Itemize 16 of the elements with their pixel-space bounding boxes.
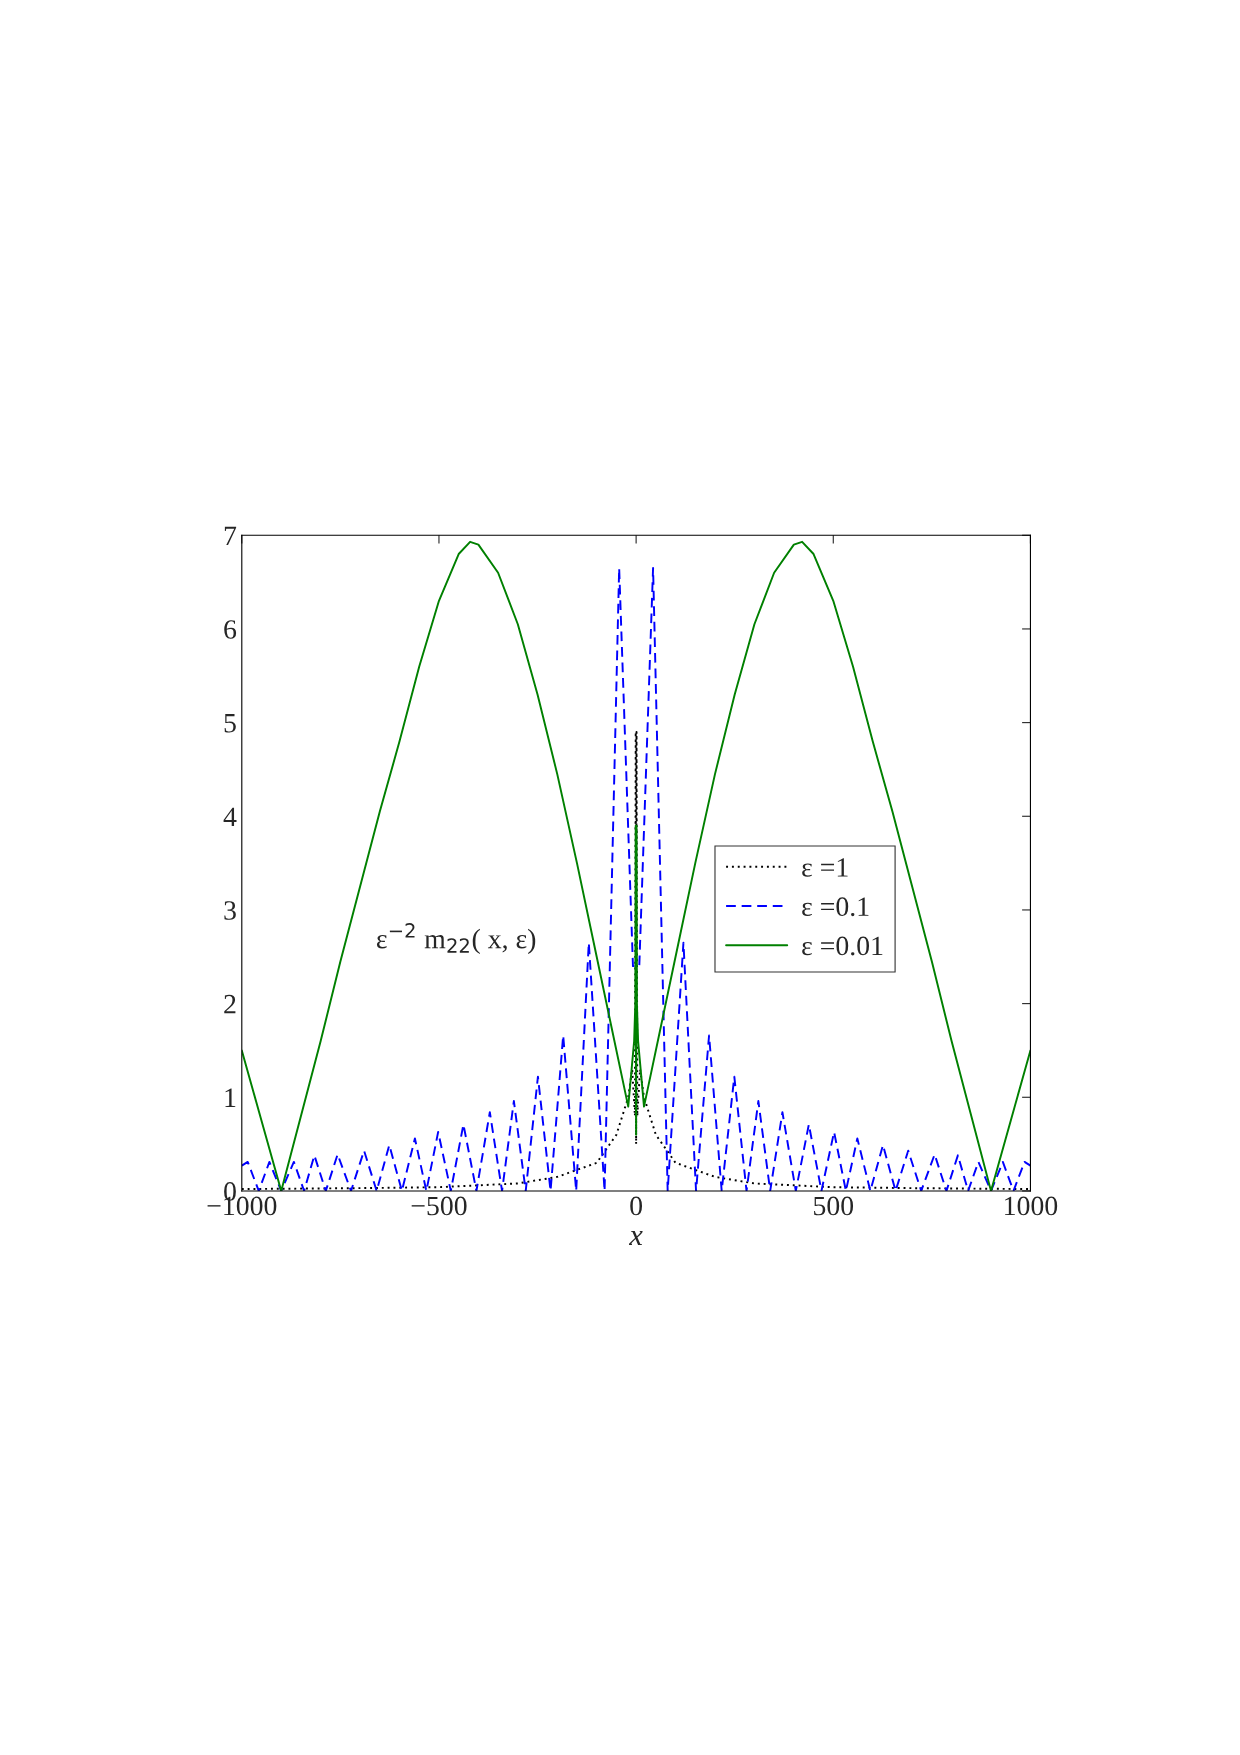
x-tick-label: −500 bbox=[411, 1196, 467, 1216]
x-tick-label: 500 bbox=[814, 1196, 854, 1216]
y-tick-label: 7 bbox=[224, 526, 237, 545]
legend-label: ε =0.1 bbox=[802, 897, 869, 917]
y-tick-label: 5 bbox=[224, 714, 236, 733]
y-tick-label: 1 bbox=[225, 1088, 236, 1107]
annotation: ε$^{−2}$ m$_{22}$( x, ε) bbox=[376, 923, 536, 955]
x-axis-title: x bbox=[628, 1230, 643, 1245]
x-tick-label: 1000 bbox=[1005, 1196, 1058, 1216]
legend-label: ε =0.01 bbox=[802, 936, 883, 956]
y-tick-label: 4 bbox=[223, 807, 237, 826]
x-tick-label: 0 bbox=[630, 1196, 643, 1216]
legend-label: ε =1 bbox=[802, 858, 848, 877]
y-tick-label: 2 bbox=[224, 994, 236, 1014]
y-tick-label: 6 bbox=[224, 620, 237, 639]
y-tick-label: 3 bbox=[224, 901, 236, 920]
